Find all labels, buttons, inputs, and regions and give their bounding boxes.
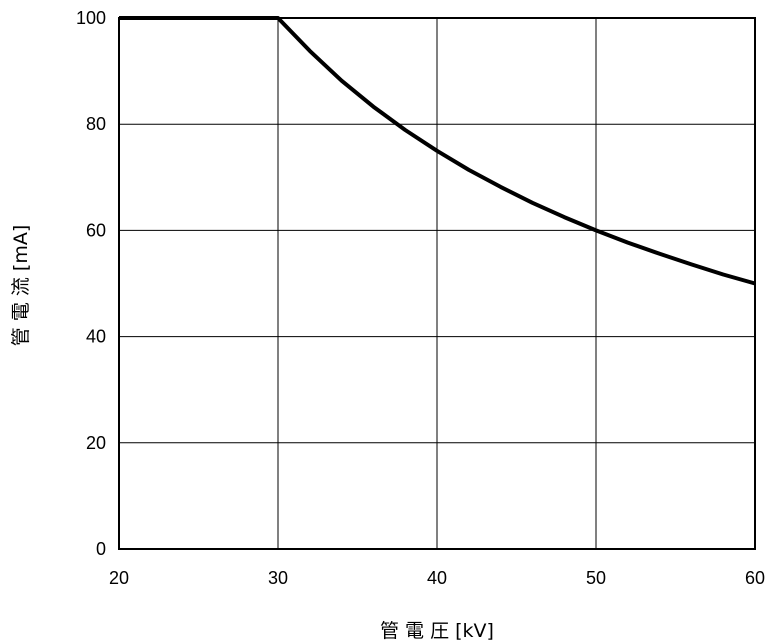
x-tick-label: 40 — [427, 568, 447, 588]
y-tick-label: 80 — [86, 114, 106, 134]
x-tick-label: 20 — [109, 568, 129, 588]
y-tick-label: 20 — [86, 433, 106, 453]
y-tick-label: 40 — [86, 327, 106, 347]
series-line — [119, 16, 756, 286]
y-axis-title: 管 電 流 [mA] — [10, 225, 32, 346]
x-axis-title: 管 電 圧 [kV] — [380, 620, 494, 642]
x-tick-label: 30 — [268, 568, 288, 588]
series-group — [119, 16, 756, 286]
y-tick-label: 60 — [86, 220, 106, 240]
x-tick-label: 60 — [745, 568, 765, 588]
y-tick-label: 100 — [76, 8, 106, 28]
x-tick-label: 50 — [586, 568, 606, 588]
y-tick-label: 0 — [96, 539, 106, 559]
grid-lines — [119, 18, 755, 549]
